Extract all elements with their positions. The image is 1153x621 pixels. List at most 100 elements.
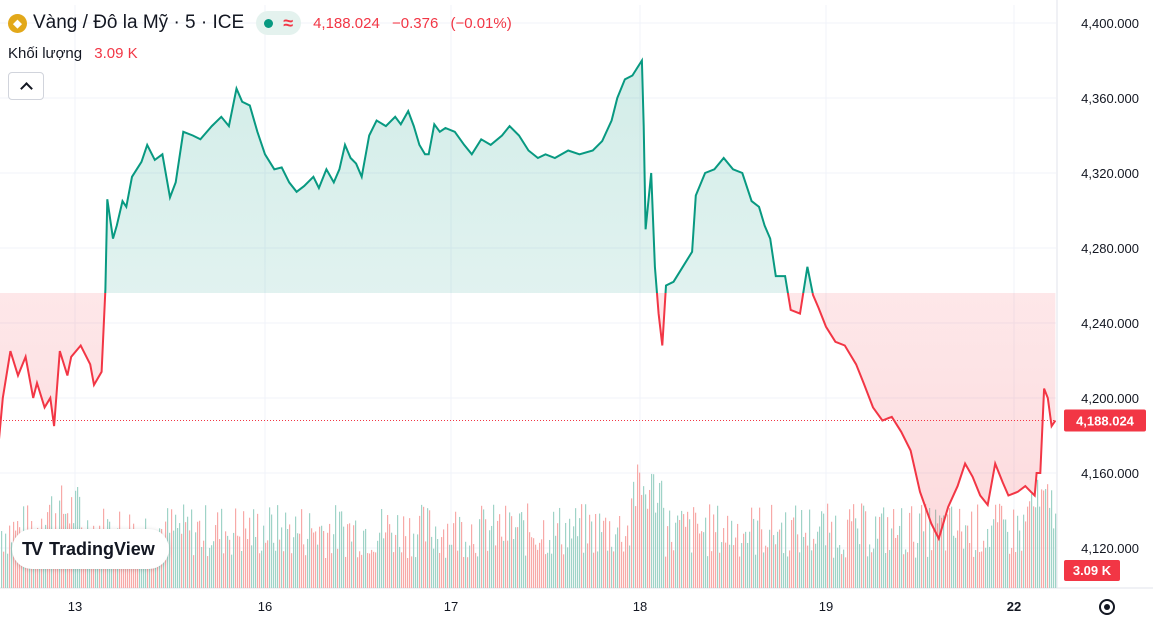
volume-bar	[233, 532, 235, 588]
volume-bar	[795, 505, 797, 588]
volume-bar	[891, 528, 893, 588]
volume-bar	[991, 525, 993, 588]
volume-bar	[553, 511, 555, 588]
volume-bar	[971, 511, 973, 588]
volume-bar	[163, 551, 165, 588]
time-tick-label: 19	[819, 599, 833, 614]
volume-bar	[669, 510, 671, 588]
volume-bar	[423, 506, 425, 588]
volume-bar	[755, 554, 757, 588]
volume-bar	[629, 545, 631, 588]
volume-bar	[247, 539, 249, 588]
volume-bar	[901, 508, 903, 588]
volume-bar	[225, 531, 227, 588]
collapse-legend-button[interactable]	[8, 72, 44, 100]
volume-bar	[737, 523, 739, 588]
volume-bar	[155, 556, 157, 588]
volume-bar	[203, 540, 205, 588]
volume-bar	[213, 541, 215, 588]
volume-bar	[767, 547, 769, 588]
volume-bar	[471, 524, 473, 588]
volume-bar	[267, 540, 269, 588]
volume-bar	[237, 535, 239, 588]
volume-bar	[799, 552, 801, 588]
volume-bar	[577, 536, 579, 588]
volume-bar	[873, 548, 875, 588]
volume-bar	[965, 525, 967, 588]
volume-bar	[1021, 550, 1023, 588]
volume-bar	[801, 510, 803, 588]
market-status-pill[interactable]: ≈	[256, 11, 302, 35]
volume-bar	[905, 549, 907, 588]
volume-bar	[243, 511, 245, 588]
volume-bar	[437, 539, 439, 588]
volume-bar	[299, 533, 301, 588]
volume-bar	[191, 509, 193, 588]
volume-bar	[605, 517, 607, 588]
volume-bar	[627, 525, 629, 588]
volume-bar	[983, 540, 985, 588]
volume-bar	[379, 532, 381, 588]
volume-bar	[537, 549, 539, 588]
volume-bar	[149, 553, 151, 588]
volume-bar	[759, 507, 761, 588]
volume-bar	[823, 513, 825, 588]
volume-bar	[227, 535, 229, 588]
volume-bar	[331, 553, 333, 588]
volume-bar	[885, 552, 887, 588]
volume-bar	[841, 554, 843, 588]
price-tick-label: 4,160.000	[1081, 466, 1139, 481]
volume-bar	[547, 552, 549, 588]
volume-bar	[723, 528, 725, 588]
volume-bar	[831, 521, 833, 588]
volume-bar	[91, 557, 93, 588]
chart-settings-button[interactable]	[1097, 597, 1117, 617]
volume-bar	[923, 531, 925, 588]
volume-bar	[415, 557, 417, 588]
volume-bar	[571, 538, 573, 588]
volume-bar	[649, 489, 651, 588]
volume-bar	[443, 529, 445, 588]
symbol-title[interactable]: Vàng / Đô la Mỹ · 5 · ICE	[33, 12, 245, 33]
tradingview-logo[interactable]: TV TradingView	[12, 529, 169, 569]
volume-bar	[973, 556, 975, 588]
volume-bar	[641, 494, 643, 588]
volume-bar	[869, 544, 871, 588]
volume-bar	[515, 527, 517, 588]
volume-bar	[657, 502, 659, 588]
volume-bar	[265, 542, 267, 588]
volume-label[interactable]: Khối lượng	[8, 45, 83, 62]
volume-bar	[741, 543, 743, 588]
volume-bar	[349, 523, 351, 588]
volume-bar	[625, 536, 627, 588]
volume-bar	[183, 504, 185, 588]
volume-bar	[559, 507, 561, 588]
volume-bar	[673, 550, 675, 588]
volume-bar	[969, 543, 971, 588]
volume-bar	[223, 553, 225, 588]
volume-bar	[1045, 489, 1047, 588]
volume-bar	[937, 523, 939, 588]
volume-bar	[341, 511, 343, 588]
volume-bar	[561, 544, 563, 588]
chevron-up-icon	[19, 81, 33, 95]
price-axis[interactable]: 4,400.000 4,360.000 4,320.000 4,280.000 4,24…	[1064, 16, 1146, 581]
volume-bar	[887, 517, 889, 588]
volume-bar	[509, 512, 511, 588]
volume-bar	[877, 538, 879, 588]
volume-bar	[481, 505, 483, 588]
volume-bar	[345, 556, 347, 588]
volume-bar	[777, 531, 779, 588]
symbol-legend: ◆ Vàng / Đô la Mỹ · 5 · ICE ≈ 4,188.024 …	[8, 11, 520, 35]
volume-bar	[713, 514, 715, 588]
volume-bar	[231, 554, 233, 588]
time-axis[interactable]: 13 16 17 18 19 22	[68, 599, 1021, 614]
volume-bar	[337, 548, 339, 588]
volume-bar	[533, 538, 535, 588]
volume-bar	[837, 547, 839, 588]
volume-bar	[575, 508, 577, 588]
volume-bar	[775, 544, 777, 588]
volume-bar	[757, 520, 759, 588]
volume-bar	[543, 520, 545, 588]
